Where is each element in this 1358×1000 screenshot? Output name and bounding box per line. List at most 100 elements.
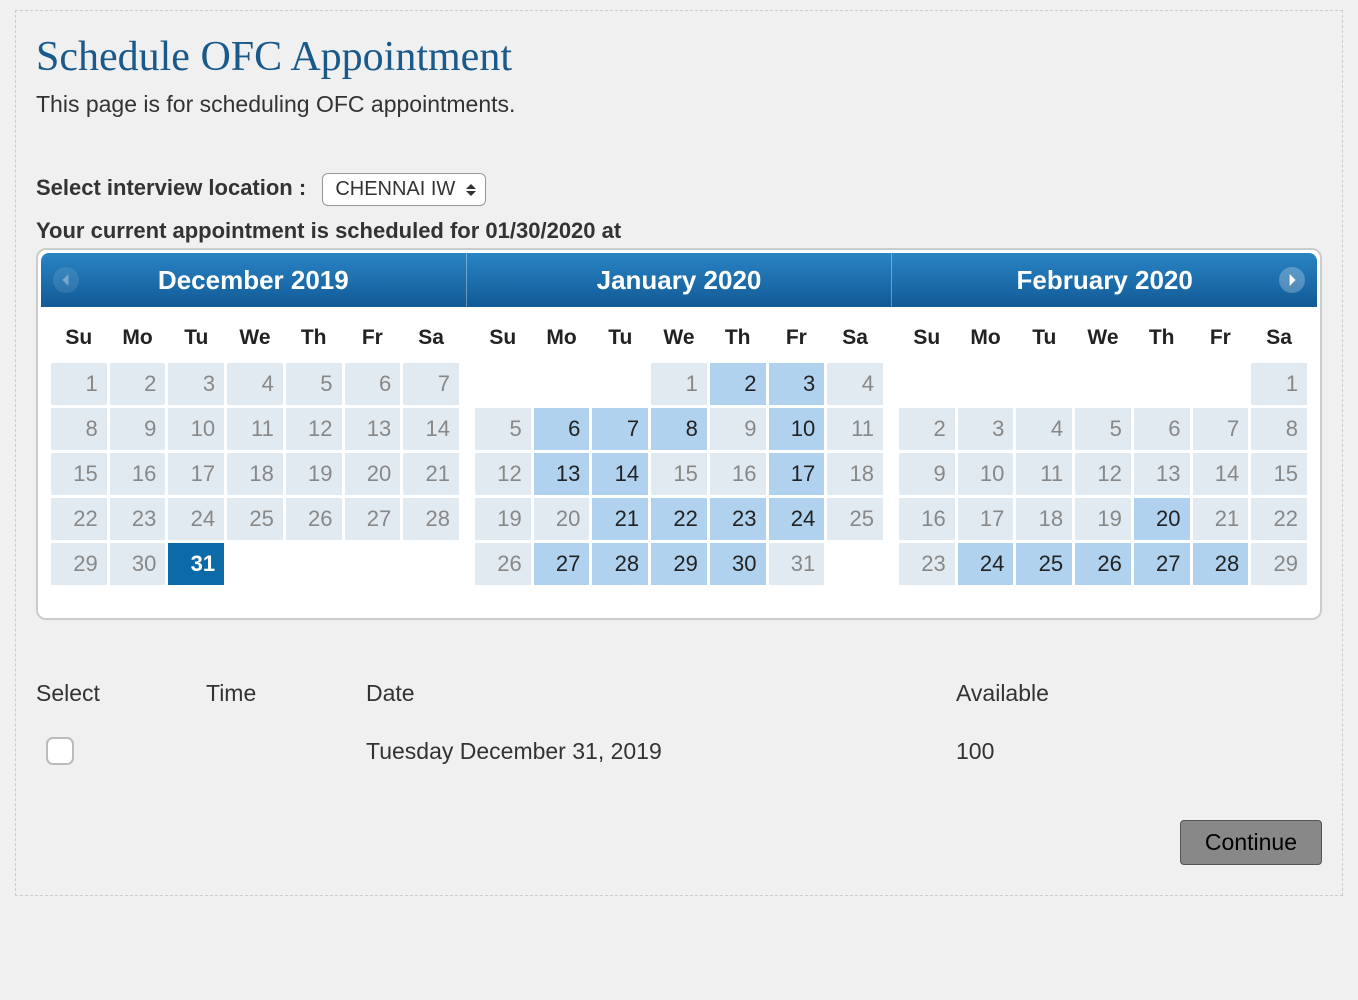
day-cell: 8 (1251, 408, 1307, 450)
location-selected-value: CHENNAI IW (335, 178, 455, 200)
location-select[interactable]: CHENNAI IW (322, 173, 486, 206)
day-cell[interactable]: 27 (534, 543, 590, 585)
day-cell[interactable]: 8 (651, 408, 707, 450)
day-cell[interactable]: 30 (710, 543, 766, 585)
slot-header-date: Date (366, 680, 956, 707)
day-cell[interactable]: 2 (710, 363, 766, 405)
weekday-header: Fr (345, 320, 401, 360)
calendar-frame: December 2019 January 2020 February 2020… (36, 248, 1322, 620)
slot-available: 100 (956, 738, 1322, 765)
day-cell: 11 (827, 408, 883, 450)
calendar-next-button[interactable] (1279, 267, 1305, 293)
day-cell: 21 (403, 453, 459, 495)
continue-wrap: Continue (36, 820, 1322, 865)
day-cell: 14 (403, 408, 459, 450)
day-cell[interactable]: 3 (769, 363, 825, 405)
day-cell[interactable]: 25 (1016, 543, 1072, 585)
day-cell: 9 (710, 408, 766, 450)
weekday-header: Tu (1016, 320, 1072, 360)
location-label: Select interview location : (36, 175, 306, 200)
day-cell: 25 (827, 498, 883, 540)
month-1: SuMoTuWeThFrSa12345678910111213141516171… (467, 317, 891, 588)
day-cell[interactable]: 7 (592, 408, 648, 450)
page-title: Schedule OFC Appointment (36, 33, 1322, 81)
continue-button[interactable]: Continue (1180, 820, 1322, 865)
day-cell[interactable]: 22 (651, 498, 707, 540)
day-cell: 9 (899, 453, 955, 495)
day-cell: 18 (227, 453, 283, 495)
day-cell: 19 (1075, 498, 1131, 540)
month-header-2: February 2020 (892, 253, 1317, 307)
day-cell[interactable]: 26 (1075, 543, 1131, 585)
weekday-header: Tu (592, 320, 648, 360)
weekday-header: Fr (1193, 320, 1249, 360)
day-cell: 29 (51, 543, 107, 585)
day-cell[interactable]: 10 (769, 408, 825, 450)
day-cell: 7 (403, 363, 459, 405)
weekday-header: Sa (1251, 320, 1307, 360)
slot-header-available: Available (956, 680, 1322, 707)
blank-cell (286, 543, 342, 585)
weekday-header: Mo (958, 320, 1014, 360)
chevron-right-icon (1286, 274, 1298, 286)
day-cell: 28 (403, 498, 459, 540)
day-cell: 4 (227, 363, 283, 405)
day-cell: 19 (475, 498, 531, 540)
weekday-header: Mo (110, 320, 166, 360)
day-cell: 12 (286, 408, 342, 450)
day-cell[interactable]: 24 (958, 543, 1014, 585)
slot-header-row: Select Time Date Available (36, 680, 1322, 707)
day-cell: 5 (475, 408, 531, 450)
slot-date: Tuesday December 31, 2019 (366, 738, 956, 765)
day-cell[interactable]: 27 (1134, 543, 1190, 585)
weekday-header: We (1075, 320, 1131, 360)
day-cell: 25 (227, 498, 283, 540)
calendar-header-bar: December 2019 January 2020 February 2020 (41, 253, 1317, 307)
calendar-prev-button[interactable] (53, 267, 79, 293)
day-cell[interactable]: 28 (1193, 543, 1249, 585)
day-cell: 24 (168, 498, 224, 540)
blank-cell (1075, 363, 1131, 405)
day-cell: 18 (827, 453, 883, 495)
month-title-2: February 2020 (1017, 265, 1193, 296)
day-cell[interactable]: 13 (534, 453, 590, 495)
weekday-header: Su (899, 320, 955, 360)
day-cell: 9 (110, 408, 166, 450)
weekday-header: Th (286, 320, 342, 360)
day-cell: 3 (168, 363, 224, 405)
page-subtitle: This page is for scheduling OFC appointm… (36, 91, 1322, 118)
months-row: SuMoTuWeThFrSa12345678910111213141516171… (38, 307, 1320, 618)
day-cell: 16 (710, 453, 766, 495)
weekday-header: Fr (769, 320, 825, 360)
day-cell: 1 (651, 363, 707, 405)
day-cell: 4 (827, 363, 883, 405)
day-cell[interactable]: 20 (1134, 498, 1190, 540)
slot-checkbox[interactable] (46, 737, 74, 765)
weekday-header: Mo (534, 320, 590, 360)
day-cell: 21 (1193, 498, 1249, 540)
day-cell[interactable]: 31 (168, 543, 224, 585)
day-cell[interactable]: 28 (592, 543, 648, 585)
day-cell: 5 (1075, 408, 1131, 450)
day-cell[interactable]: 23 (710, 498, 766, 540)
day-cell: 22 (51, 498, 107, 540)
day-cell: 12 (475, 453, 531, 495)
slot-header-select: Select (36, 680, 206, 707)
day-cell: 17 (168, 453, 224, 495)
day-cell: 26 (475, 543, 531, 585)
day-cell[interactable]: 14 (592, 453, 648, 495)
blank-cell (345, 543, 401, 585)
day-cell[interactable]: 29 (651, 543, 707, 585)
day-cell: 2 (899, 408, 955, 450)
day-cell[interactable]: 6 (534, 408, 590, 450)
day-cell[interactable]: 17 (769, 453, 825, 495)
blank-cell (1134, 363, 1190, 405)
day-cell: 6 (345, 363, 401, 405)
day-cell: 5 (286, 363, 342, 405)
day-cell: 26 (286, 498, 342, 540)
day-cell: 16 (899, 498, 955, 540)
page-container: Schedule OFC Appointment This page is fo… (15, 10, 1343, 896)
day-cell[interactable]: 24 (769, 498, 825, 540)
blank-cell (899, 363, 955, 405)
day-cell[interactable]: 21 (592, 498, 648, 540)
